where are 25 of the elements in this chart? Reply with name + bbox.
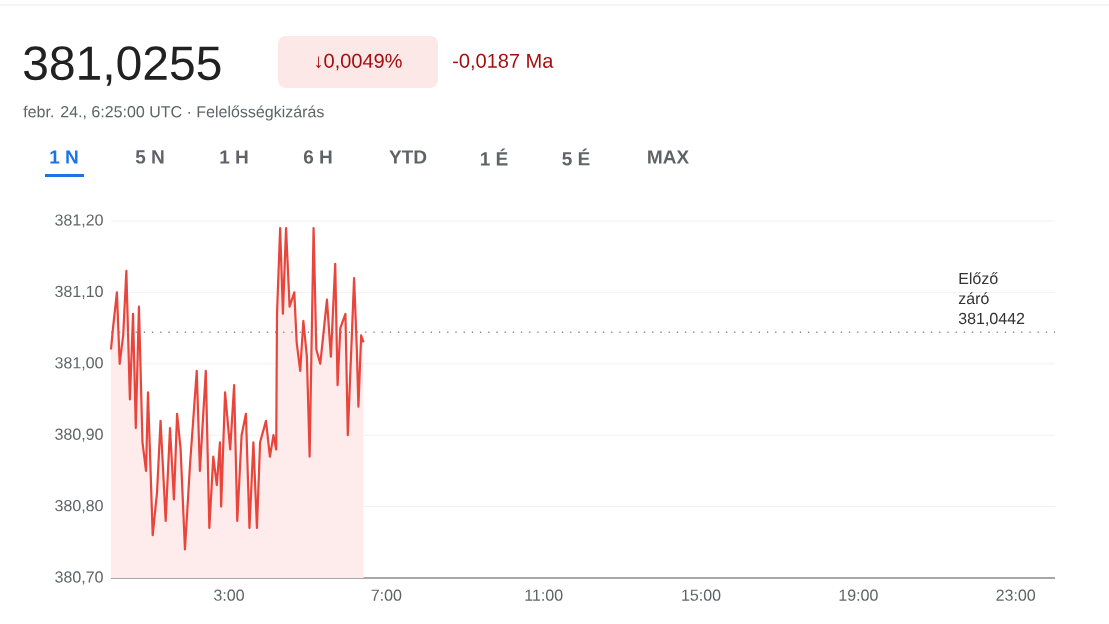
- x-tick-label: 19:00: [839, 589, 878, 601]
- text: ↓0,0049%: [316, 53, 402, 71]
- x-tick-label: 3:00: [214, 589, 244, 601]
- y-tick-label: 380,90: [55, 428, 103, 442]
- x-tick-label: 11:00: [525, 589, 563, 601]
- x-tick-label: 7:00: [371, 589, 402, 601]
- chart-title: 381,0255: [24, 46, 221, 86]
- y-tick-label: 381,00: [55, 357, 103, 371]
- x-tick-label: 15:00: [682, 589, 721, 601]
- text: 1 N: [50, 150, 78, 164]
- chart-subtitle: febr. 24., 6:25:00 UTC · Felelősségkizárás: [23, 105, 324, 121]
- y-tick-label: 380,70: [55, 571, 103, 585]
- text: 5 N: [135, 150, 164, 164]
- text: -0,0187 Ma: [453, 53, 554, 71]
- text: 5 É: [562, 148, 590, 166]
- ref-line-label: Előző záró 381,0442: [958, 272, 1025, 327]
- text: MAX: [648, 150, 689, 164]
- text: 1 H: [220, 150, 248, 164]
- text: YTD: [389, 150, 427, 164]
- text: 1 É: [480, 148, 508, 166]
- y-tick-label: 381,20: [55, 214, 103, 228]
- y-tick-label: 380,80: [55, 499, 103, 514]
- x-tick-label: 23:00: [996, 589, 1036, 601]
- text: 6 H: [303, 150, 332, 164]
- y-tick-label: 381,10: [55, 285, 103, 299]
